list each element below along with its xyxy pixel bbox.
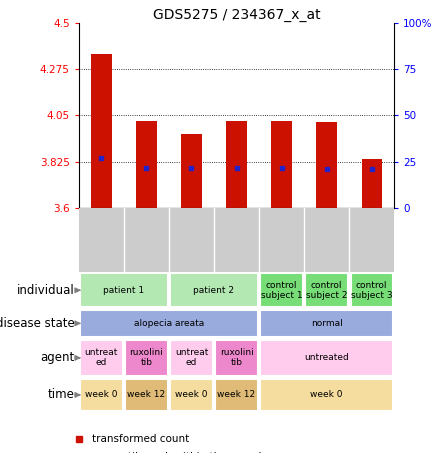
Text: patient 2: patient 2 [194, 286, 234, 295]
Bar [91, 53, 112, 208]
Text: week 12: week 12 [217, 390, 256, 400]
Bar [80, 310, 258, 337]
Text: patient 1: patient 1 [103, 286, 145, 295]
Title: GDS5275 / 234367_x_at: GDS5275 / 234367_x_at [153, 8, 320, 22]
Bar [261, 379, 393, 411]
Bar [170, 273, 258, 307]
Text: week 0: week 0 [175, 390, 208, 400]
Bar [361, 159, 382, 208]
Text: week 12: week 12 [127, 390, 166, 400]
Bar [226, 120, 247, 208]
Text: normal: normal [311, 319, 343, 328]
Text: agent: agent [40, 352, 74, 364]
Bar [317, 121, 337, 208]
Bar [305, 273, 348, 307]
Bar [181, 134, 201, 208]
Text: untreated: untreated [304, 353, 349, 362]
Bar [261, 310, 393, 337]
Bar [80, 340, 123, 376]
Text: week 0: week 0 [85, 390, 118, 400]
Bar [80, 273, 168, 307]
Bar [80, 379, 123, 411]
Text: disease state: disease state [0, 317, 74, 330]
Bar [261, 273, 303, 307]
Bar [125, 379, 168, 411]
Text: transformed count: transformed count [92, 434, 189, 444]
Bar [215, 340, 258, 376]
Bar [272, 120, 292, 208]
Text: untreat
ed: untreat ed [85, 348, 118, 367]
Text: untreat
ed: untreat ed [175, 348, 208, 367]
Bar [170, 379, 212, 411]
Text: control
subject 2: control subject 2 [306, 281, 347, 299]
Text: control
subject 3: control subject 3 [351, 281, 392, 299]
Bar [215, 379, 258, 411]
Text: week 0: week 0 [311, 390, 343, 400]
Text: ruxolini
tib: ruxolini tib [130, 348, 163, 367]
Bar [350, 273, 393, 307]
Bar [261, 340, 393, 376]
Text: ruxolini
tib: ruxolini tib [219, 348, 254, 367]
Bar [170, 340, 212, 376]
Text: individual: individual [17, 284, 74, 297]
Text: alopecia areata: alopecia areata [134, 319, 204, 328]
Text: control
subject 1: control subject 1 [261, 281, 302, 299]
Bar [136, 120, 156, 208]
Bar [125, 340, 168, 376]
Text: time: time [48, 388, 74, 401]
